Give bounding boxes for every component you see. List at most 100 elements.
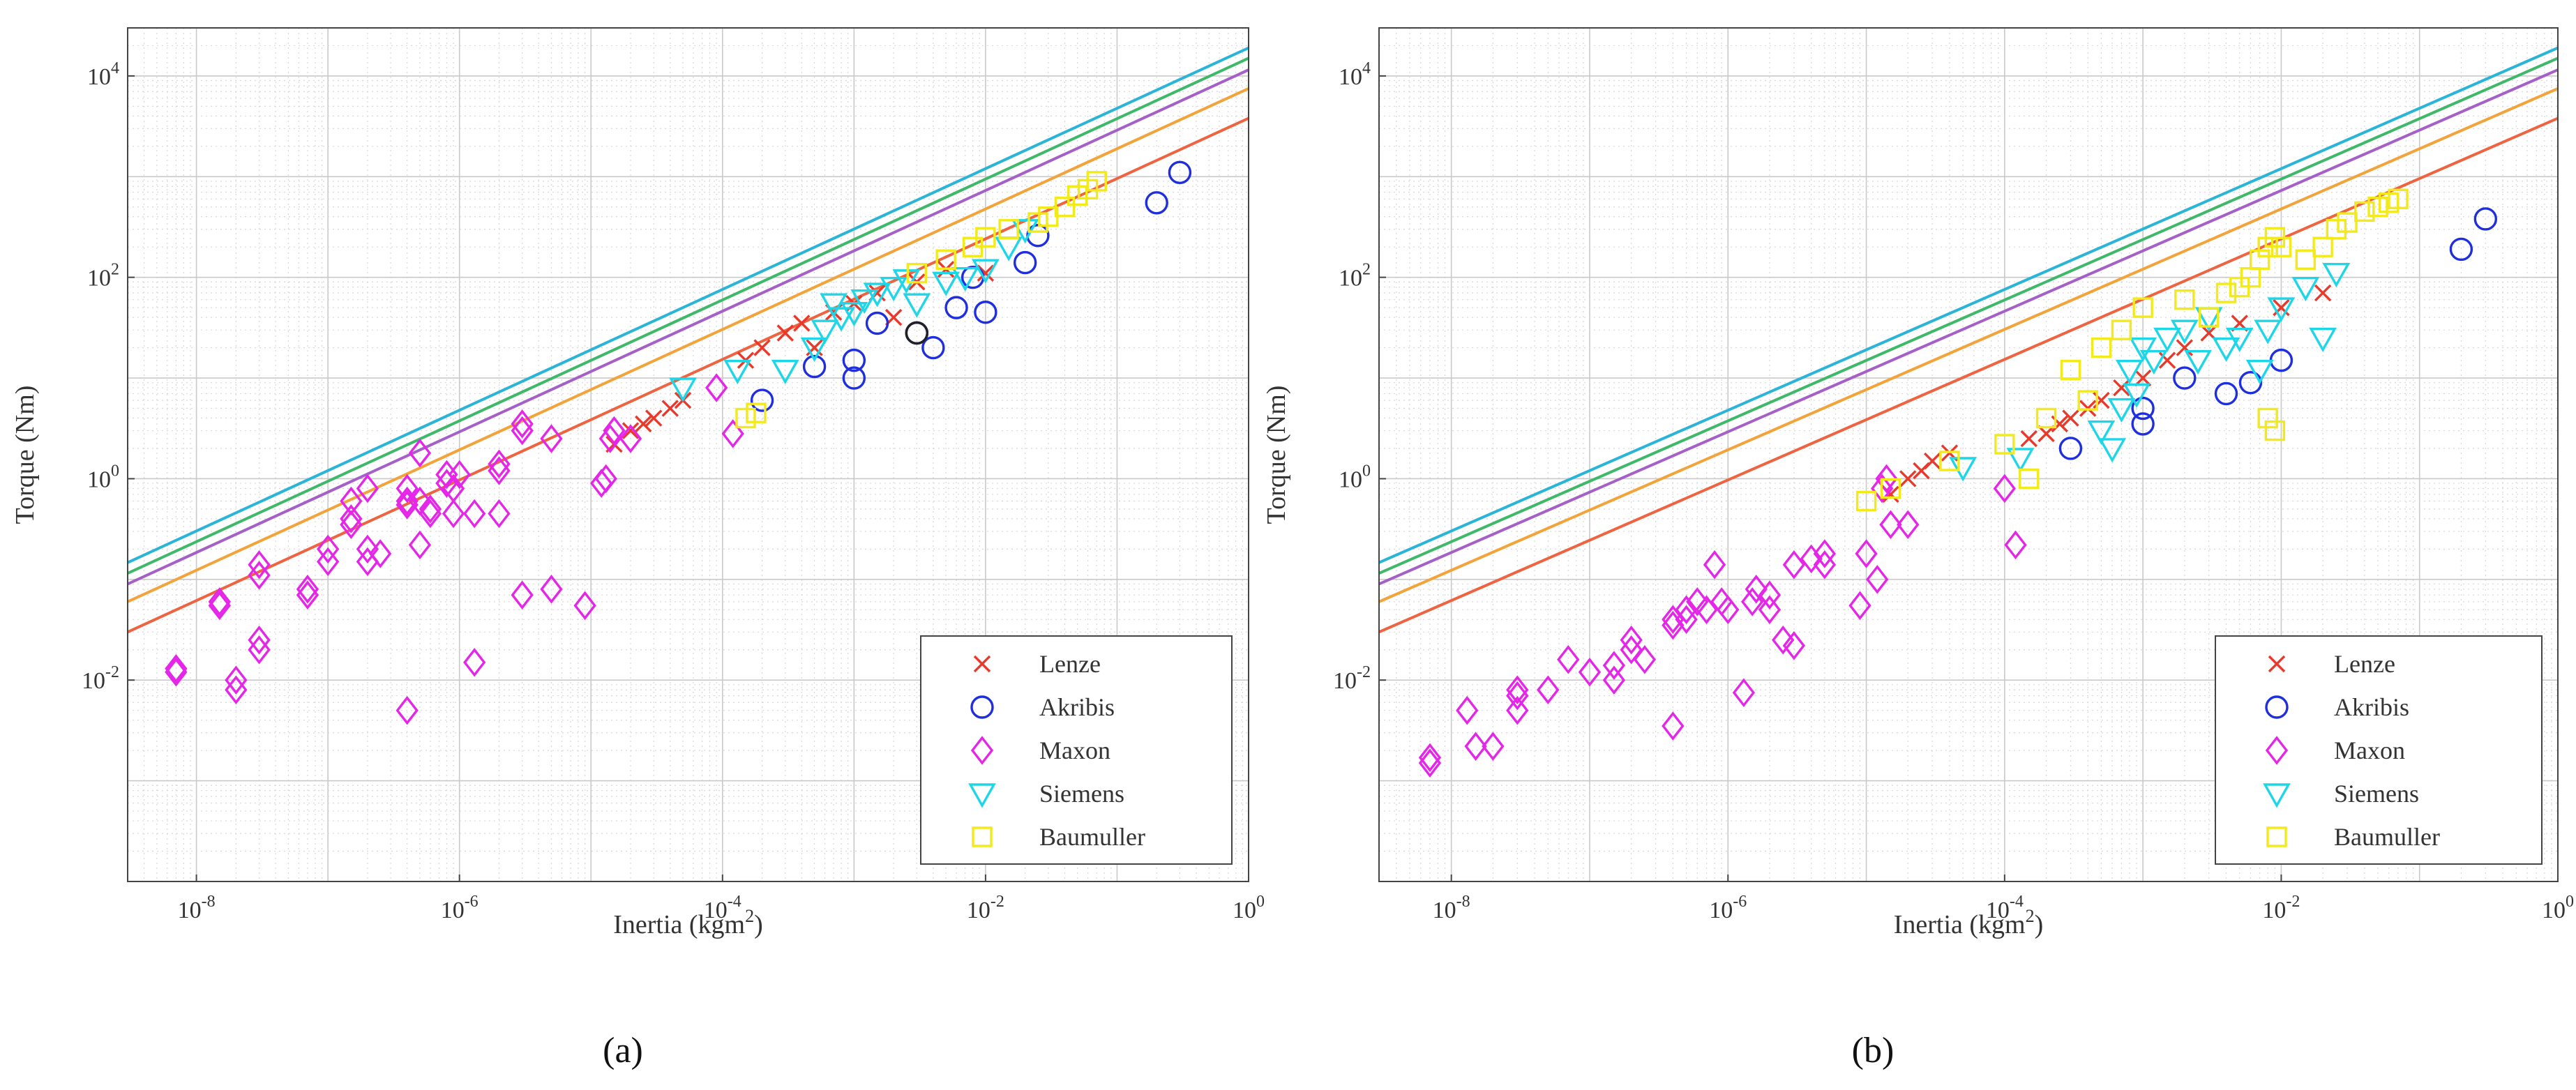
legend-label-akribis: Akribis <box>2334 693 2409 721</box>
y-tick-label: 100 <box>87 462 119 492</box>
legend-label-lenze: Lenze <box>1039 650 1101 678</box>
x-tick-label: 100 <box>1233 893 1265 923</box>
data-point <box>419 494 442 524</box>
data-point <box>892 269 921 294</box>
data-point <box>1782 631 1806 660</box>
data-point <box>2131 396 2155 421</box>
data-point <box>2337 212 2358 233</box>
y-tick-label: 104 <box>1339 59 1371 90</box>
reference-line-1 <box>1379 46 2558 564</box>
data-point <box>369 539 392 568</box>
data-point <box>1899 470 1917 487</box>
data-point <box>820 293 848 318</box>
data-point <box>776 324 794 342</box>
data-point <box>1456 695 1479 725</box>
data-point <box>1418 748 1442 778</box>
data-point <box>802 354 827 379</box>
data-point <box>590 469 613 498</box>
data-point <box>296 580 319 610</box>
x-tick-label: 10-8 <box>1433 893 1470 923</box>
data-point <box>463 499 486 529</box>
axes-frame <box>127 27 1249 882</box>
data-point <box>540 424 563 453</box>
data-point <box>598 424 622 453</box>
data-point <box>165 658 188 687</box>
data-point <box>1772 625 1795 655</box>
data-point <box>619 424 642 453</box>
data-point <box>488 499 511 529</box>
data-point <box>225 665 248 695</box>
data-point <box>880 276 908 302</box>
series-siemens <box>1949 262 2351 482</box>
data-point <box>1506 675 1529 704</box>
data-point <box>721 419 744 448</box>
data-points <box>1418 188 2498 778</box>
data-point <box>2060 359 2081 381</box>
data-point <box>1880 478 1901 499</box>
data-point <box>248 625 271 655</box>
data-point <box>316 534 340 564</box>
data-point <box>998 219 1019 240</box>
data-point <box>1537 675 1560 704</box>
data-point <box>1506 681 1529 711</box>
legend-marker-lenze <box>2268 655 2286 673</box>
data-point <box>2473 207 2498 231</box>
data-point <box>1870 474 1894 504</box>
data-point <box>1027 212 1048 233</box>
data-point <box>935 249 956 270</box>
data-point <box>932 271 961 296</box>
data-point <box>1086 171 1107 192</box>
data-point <box>2245 359 2274 385</box>
x-tick-label: 100 <box>2542 893 2574 923</box>
x-tick-label: 10-2 <box>967 893 1004 923</box>
data-point <box>865 311 889 335</box>
data-point <box>903 293 931 318</box>
data-point <box>2295 249 2317 270</box>
x-tick-label: 10-8 <box>178 893 216 923</box>
data-point <box>2058 437 2083 460</box>
reference-line-3 <box>128 68 1249 586</box>
legend-label-akribis: Akribis <box>1039 693 1115 721</box>
data-point <box>1732 678 1756 708</box>
data-point <box>2004 530 2027 560</box>
data-point <box>2214 381 2238 406</box>
data-point <box>396 474 419 504</box>
data-point <box>2291 276 2320 302</box>
data-point <box>340 504 363 533</box>
data-point <box>2170 319 2199 345</box>
x-tick-label: 10-2 <box>2262 893 2300 923</box>
data-point <box>974 301 997 324</box>
data-point <box>1633 644 1657 674</box>
data-point <box>2020 430 2038 448</box>
data-point <box>1800 544 1823 574</box>
data-point <box>750 388 774 412</box>
data-point <box>2367 197 2388 218</box>
data-point <box>2354 201 2375 222</box>
data-point <box>793 315 811 332</box>
data-point <box>850 289 879 315</box>
data-point <box>1602 665 1626 695</box>
data-point <box>977 264 995 282</box>
data-point <box>971 259 1000 284</box>
legend-label-lenze: Lenze <box>2334 650 2395 678</box>
data-point <box>165 654 188 683</box>
data-point <box>1758 580 1782 610</box>
data-point <box>951 266 979 292</box>
data-point <box>2087 420 2116 446</box>
data-point <box>905 321 929 345</box>
legend-label-siemens: Siemens <box>1039 780 1124 808</box>
data-points <box>165 160 1192 725</box>
data-point <box>842 348 866 372</box>
reference-line-4 <box>128 87 1249 603</box>
data-point <box>1745 575 1768 604</box>
legend-label-baumuller: Baumuller <box>1039 823 1145 851</box>
x-axis-label: Inertia (kgm2) <box>613 906 763 939</box>
legend-marker-maxon <box>2265 736 2289 765</box>
data-point <box>771 359 799 385</box>
data-point <box>463 648 486 677</box>
y-tick-label: 10-2 <box>1333 663 1371 694</box>
reference-line-1 <box>128 46 1249 564</box>
data-point <box>1949 457 1978 482</box>
legend-marker-baumuller <box>2266 826 2287 847</box>
legend: Lenze Akribis Maxon Siemens Baumuller <box>920 635 1233 865</box>
